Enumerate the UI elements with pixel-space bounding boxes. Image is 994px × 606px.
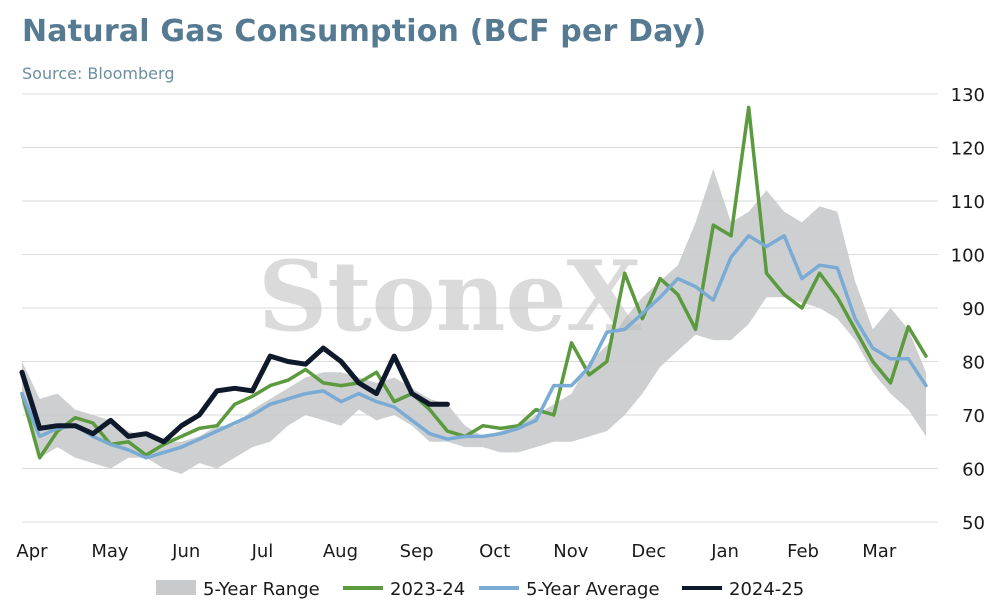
y-tick-label: 130 xyxy=(951,85,985,106)
x-tick-label: Sep xyxy=(400,541,434,562)
series-lines-layer xyxy=(19,105,928,460)
y-tick-label: 120 xyxy=(951,139,985,160)
x-axis-ticks: Apr May Jun Jul Aug Sep Oct Nov Dec Jan Feb Mar xyxy=(16,541,896,562)
series-2023-24 xyxy=(20,105,928,460)
y-tick-label: 50 xyxy=(962,513,985,534)
y-tick-label: 80 xyxy=(962,353,985,374)
x-tick-label: Jun xyxy=(171,541,200,562)
y-tick-label: 60 xyxy=(962,460,985,481)
y-tick-label: 110 xyxy=(951,192,985,213)
x-tick-label: Mar xyxy=(862,541,897,562)
chart-source: Source: Bloomberg xyxy=(22,64,175,83)
y-tick-label: 100 xyxy=(951,246,985,267)
x-tick-label: Jan xyxy=(710,541,739,562)
legend-5-year-range-label: 5-Year Range xyxy=(203,579,320,600)
x-tick-label: Jul xyxy=(251,541,274,562)
series-5-year-range xyxy=(22,168,926,474)
x-tick-label: Aug xyxy=(323,541,358,562)
x-tick-label: Nov xyxy=(553,541,588,562)
series-5-year-average xyxy=(20,234,928,460)
gridlines xyxy=(22,93,938,523)
page-title: Natural Gas Consumption (BCF per Day) xyxy=(22,14,707,49)
legend-2024-25-label: 2024-25 xyxy=(729,579,804,600)
legend-2023-24-label: 2023-24 xyxy=(390,579,465,600)
y-tick-label: 70 xyxy=(962,406,985,427)
y-tick-label: 90 xyxy=(962,299,985,320)
x-tick-label: Oct xyxy=(479,541,510,562)
x-tick-label: Apr xyxy=(16,541,48,562)
series-2024-25 xyxy=(19,345,450,445)
x-tick-label: May xyxy=(91,541,129,562)
y-axis-ticks: 50 60 70 80 90 100 110 120 130 xyxy=(951,85,985,534)
stonex-watermark: StoneX xyxy=(258,240,642,353)
x-tick-label: Feb xyxy=(787,541,819,562)
legend-5-year-range-swatch xyxy=(156,580,196,595)
x-tick-label: Dec xyxy=(631,541,666,562)
legend-5-year-average-label: 5-Year Average xyxy=(526,579,660,600)
range-band-layer xyxy=(22,168,926,474)
legend: 5-Year Range 2023-24 5-Year Average 2024-25 xyxy=(156,579,804,600)
